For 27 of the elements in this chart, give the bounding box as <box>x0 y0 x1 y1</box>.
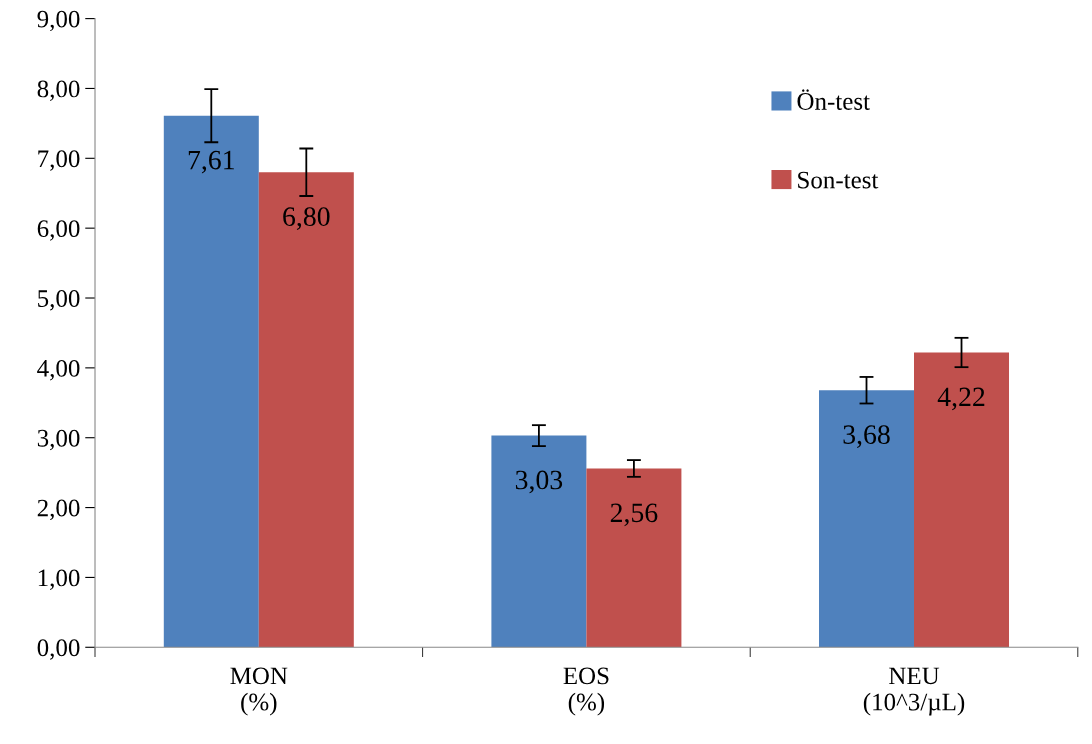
data-label: 3,03 <box>515 470 563 494</box>
bar <box>914 352 1010 648</box>
data-label: 4,22 <box>937 387 985 411</box>
y-tick-label: 2,00 <box>37 499 80 521</box>
y-tick-label: 8,00 <box>37 80 80 101</box>
bar <box>819 390 914 648</box>
bar <box>163 115 259 648</box>
y-tick-label: 5,00 <box>38 290 80 311</box>
legend-label: Ön-test <box>797 89 870 110</box>
data-label: 6,80 <box>283 207 330 231</box>
legend-label: Son-test <box>798 171 879 189</box>
data-label: 3,68 <box>843 425 890 448</box>
y-tick-label: 1,00 <box>38 569 80 590</box>
data-label: 7,61 <box>188 150 234 174</box>
x-tick-label: NEU (10^3/µL) <box>863 667 965 716</box>
x-tick-label: MON (%) <box>230 667 288 716</box>
y-tick-label: 4,00 <box>37 359 80 381</box>
data-label: 2,56 <box>610 503 658 527</box>
y-tick-label: 6,00 <box>37 220 80 241</box>
y-tick-label: 9,00 <box>37 10 80 32</box>
y-tick-label: 0,00 <box>37 639 80 660</box>
bar <box>258 172 354 648</box>
x-tick-label: EOS (%) <box>563 667 609 716</box>
bar <box>491 435 587 648</box>
y-tick-label: 3,00 <box>37 429 80 451</box>
bar <box>586 468 682 648</box>
y-tick-label: 7,00 <box>38 150 80 171</box>
